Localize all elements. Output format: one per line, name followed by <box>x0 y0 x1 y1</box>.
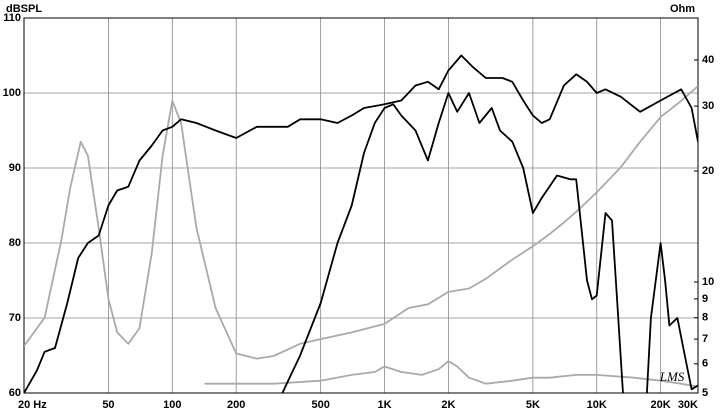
series-line <box>24 54 698 393</box>
x-tick-label: 500 <box>311 399 329 411</box>
series-line <box>204 360 698 388</box>
y-tick-label: 100 <box>3 87 21 99</box>
x-tick-label: 100 <box>163 399 181 411</box>
x-tick-label: 30K <box>678 399 698 411</box>
y2-tick-label: 8 <box>702 312 708 324</box>
y2-tick-label: 30 <box>702 100 714 112</box>
y-tick-label: 110 <box>3 12 21 24</box>
plot-area <box>24 54 698 393</box>
x-tick-label: 1K <box>378 399 392 411</box>
y2-tick-label: 20 <box>702 165 714 177</box>
plot-frame <box>23 17 699 394</box>
x-tick-label: 20 Hz <box>18 399 47 411</box>
y2-tick-label: 40 <box>702 54 714 66</box>
x-tick-label: 2K <box>441 399 455 411</box>
x-tick-label: 200 <box>227 399 245 411</box>
watermark: LMS <box>659 369 685 384</box>
y2-axis-label: Ohm <box>670 3 695 15</box>
y-tick-label: 90 <box>9 162 21 174</box>
x-tick-label: 20K <box>651 399 671 411</box>
y-tick-label: 80 <box>9 237 21 249</box>
y-tick-label: 60 <box>9 387 21 399</box>
series-line <box>281 92 698 393</box>
x-tick-label: 5K <box>526 399 540 411</box>
x-tick-label: 10K <box>587 399 607 411</box>
y2-tick-label: 10 <box>702 276 714 288</box>
y2-tick-label: 7 <box>702 333 708 345</box>
series-line <box>24 85 698 360</box>
y-tick-label: 70 <box>9 312 21 324</box>
y2-tick-label: 9 <box>702 293 708 305</box>
x-tick-label: 50 <box>102 399 114 411</box>
y2-tick-label: 6 <box>702 358 708 370</box>
y-axis-label: dBSPL <box>6 3 42 15</box>
y2-tick-label: 5 <box>702 387 708 399</box>
